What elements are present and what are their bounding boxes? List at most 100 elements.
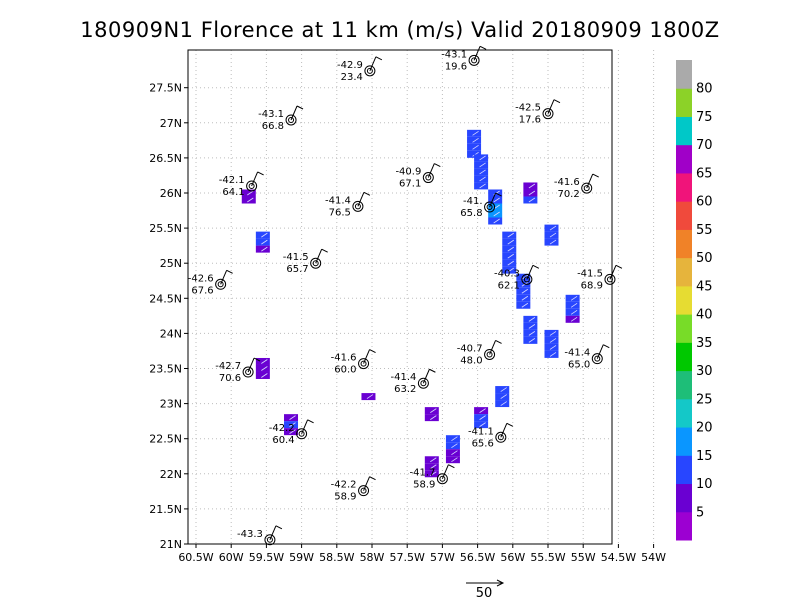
station: -42.667.6 xyxy=(188,269,233,296)
station-temperature: -43.1 xyxy=(441,49,467,60)
station-marker-core xyxy=(497,434,504,441)
wind-vector xyxy=(289,429,296,434)
wind-cell xyxy=(488,203,503,211)
wind-vector xyxy=(528,331,536,336)
station-marker-core xyxy=(245,369,252,376)
wind-cell xyxy=(523,336,538,344)
y-tick-label: 26.5N xyxy=(149,152,182,165)
wind-barb-flag xyxy=(506,422,514,427)
wind-barb-flag xyxy=(321,248,328,253)
wind-barb xyxy=(269,525,277,540)
x-tick-label: 57W xyxy=(430,551,455,564)
wind-vector xyxy=(549,225,557,231)
wind-vector xyxy=(500,387,507,392)
station-temperature: -42.7 xyxy=(215,361,241,372)
x-tick-label: 56.5W xyxy=(460,551,495,564)
wind-cell xyxy=(284,428,299,436)
chart-title: 180909N1 Florence at 11 km (m/s) Valid 2… xyxy=(80,18,720,42)
wind-vector xyxy=(528,338,536,343)
wind-cell xyxy=(523,329,538,337)
colorbar-segment xyxy=(676,201,692,230)
x-tick-label: 55.5W xyxy=(530,551,565,564)
wind-cell xyxy=(565,315,580,323)
wind-vector xyxy=(500,394,507,399)
wind-vector xyxy=(549,239,557,245)
station: -41.758.9 xyxy=(410,464,455,491)
wind-cell xyxy=(488,217,503,225)
station-marker-ring xyxy=(604,273,616,285)
station-value: 65.0 xyxy=(568,360,590,371)
station-marker-core xyxy=(545,110,551,117)
wind-vector xyxy=(570,316,578,322)
colorbar-segment xyxy=(676,370,692,400)
x-tick-label: 59W xyxy=(289,551,314,564)
wind-vector xyxy=(549,232,557,238)
station-marker-ring xyxy=(242,366,254,378)
reference-vector-arrowhead xyxy=(496,579,505,587)
wind-vector xyxy=(472,130,479,136)
wind-barb-flag xyxy=(429,368,436,373)
wind-cell xyxy=(474,168,489,176)
station-value: 65.7 xyxy=(286,264,308,275)
station-value: 66.8 xyxy=(262,121,284,132)
station: -43.166.8 xyxy=(258,105,304,132)
wind-cell xyxy=(523,196,538,204)
station: -41.568.9 xyxy=(577,264,623,291)
x-tick-label: 54W xyxy=(641,551,666,564)
wind-cell xyxy=(255,364,270,372)
wind-barb-flag xyxy=(553,99,561,104)
wind-barb xyxy=(526,265,534,280)
wind-cell xyxy=(544,350,559,358)
station-temperature: -41.7 xyxy=(410,468,436,479)
y-tick-label: 25.5N xyxy=(149,222,182,235)
wind-cell xyxy=(474,414,489,422)
wind-vector xyxy=(451,443,458,449)
station: -42.164.1 xyxy=(219,171,264,198)
station-value: 76.5 xyxy=(329,207,351,218)
wind-cell xyxy=(241,189,256,197)
wind-barb xyxy=(489,192,497,208)
station-marker-core xyxy=(366,67,373,74)
station-value: 62.1 xyxy=(498,280,520,291)
station-marker-core xyxy=(360,487,367,494)
station-marker-ring xyxy=(422,172,434,184)
y-tick-label: 22N xyxy=(160,468,182,481)
station-value: 64.1 xyxy=(222,187,244,198)
wind-vector xyxy=(521,288,529,294)
wind-cell xyxy=(502,231,517,239)
wind-cell xyxy=(445,442,460,450)
wind-barb xyxy=(251,171,259,187)
station-temperature: -42.1 xyxy=(219,175,245,186)
station-marker-ring xyxy=(358,485,370,497)
station-marker-core xyxy=(266,536,273,543)
wind-vector xyxy=(570,295,578,301)
colorbar-label: 80 xyxy=(696,82,713,97)
station-temperature: -41.4 xyxy=(325,195,351,206)
wind-cell xyxy=(474,182,489,190)
y-tick-label: 26N xyxy=(160,187,182,200)
station: -42.260.4 xyxy=(269,419,314,446)
station-layer: -42.923.4-43.119.6-43.166.8-42.517.6-42.… xyxy=(188,45,623,546)
wind-cell xyxy=(467,136,482,144)
wind-barb-flag xyxy=(296,105,304,110)
wind-cell xyxy=(284,421,299,429)
station-marker-core xyxy=(360,360,367,367)
y-tick-label: 25N xyxy=(160,257,182,270)
station-value: 65.6 xyxy=(472,438,494,449)
station-value: 58.9 xyxy=(413,480,435,491)
colorbar-segment xyxy=(676,483,692,513)
wind-vector xyxy=(528,197,536,203)
wind-vector xyxy=(528,317,536,322)
wind-cell xyxy=(502,238,517,246)
wind-vector xyxy=(261,373,268,378)
wind-vector xyxy=(549,345,557,350)
wind-vector xyxy=(479,169,486,175)
wind-vector xyxy=(472,151,479,157)
wind-barb xyxy=(315,249,323,264)
wind-cell xyxy=(565,301,580,309)
wind-cell xyxy=(424,407,439,415)
wind-vector xyxy=(430,464,437,470)
station: -42.517.6 xyxy=(515,99,561,126)
wind-cell xyxy=(467,143,482,151)
station-marker-ring xyxy=(215,278,227,290)
